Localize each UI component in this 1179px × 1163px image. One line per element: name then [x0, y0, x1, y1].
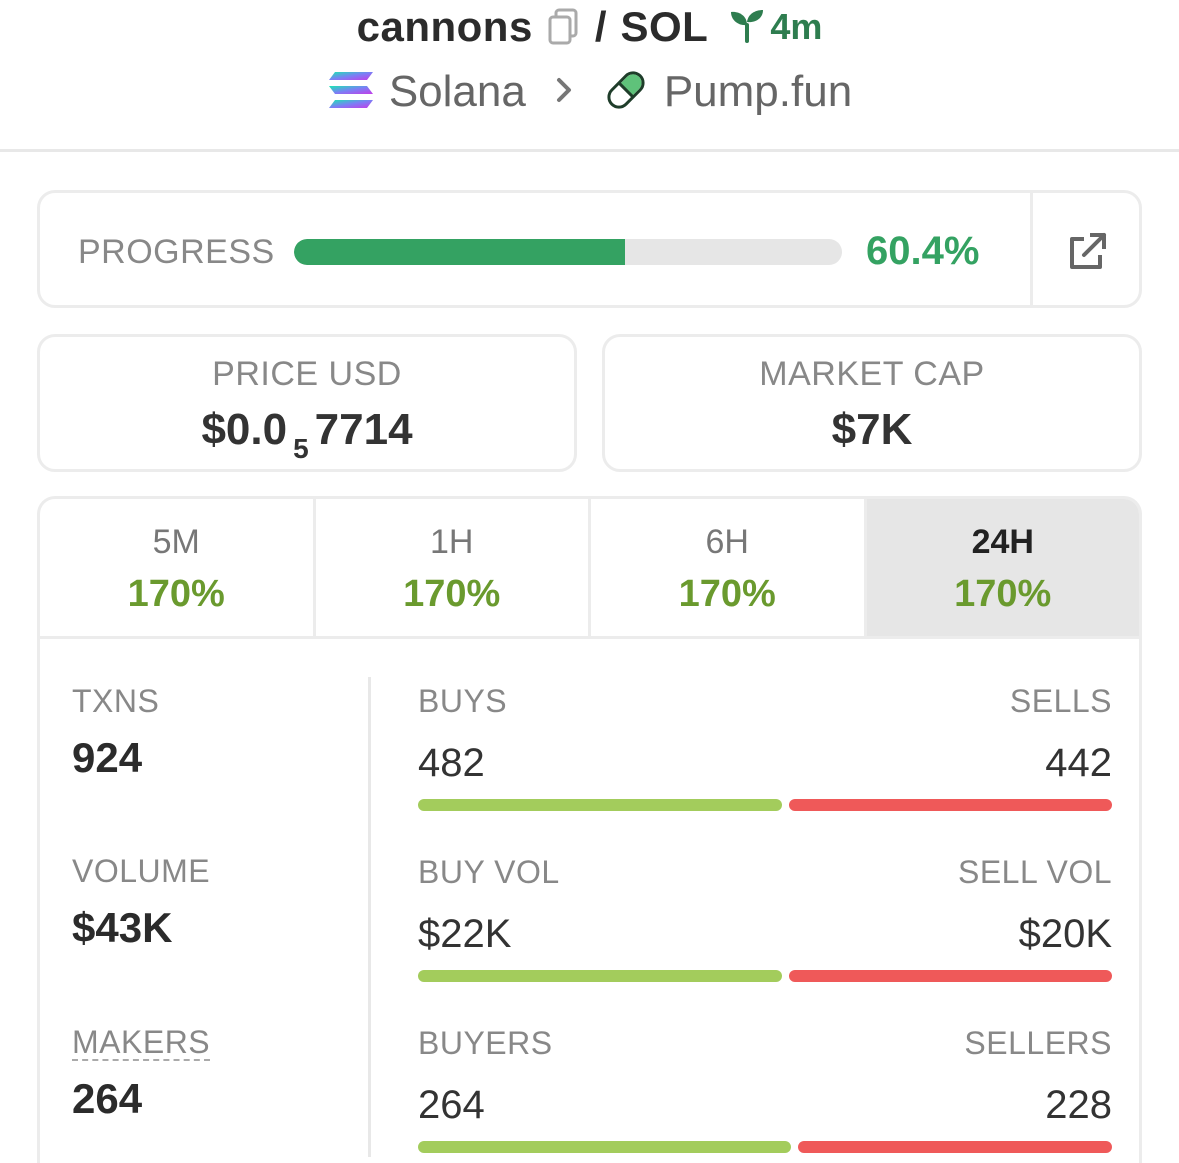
buy-vol-bar [418, 970, 783, 982]
tab-label: 5M [152, 523, 200, 561]
makers-label[interactable]: MAKERS [72, 1024, 211, 1061]
volume-split: BUY VOL SELL VOL $22K $20K [418, 854, 1112, 984]
external-link-icon[interactable] [1062, 227, 1112, 277]
price-prefix: $0.0 [201, 405, 288, 454]
tab-5m[interactable]: 5M 170% [40, 499, 316, 636]
progress-value: 60.4% [866, 229, 980, 273]
chain-breadcrumb: Solana Pump.fun [0, 64, 1179, 120]
buyers-value: 264 [418, 1083, 485, 1127]
buys-label: BUYS [418, 683, 508, 719]
tab-1h[interactable]: 1H 170% [316, 499, 591, 636]
solana-logo-icon [327, 70, 375, 115]
sells-label: SELLS [1009, 683, 1112, 719]
buyers-label: BUYERS [418, 1025, 553, 1061]
makers-value: 264 [72, 1075, 143, 1122]
tab-change: 170% [403, 573, 501, 615]
sells-value: 442 [1045, 741, 1112, 785]
sell-vol-value: $20K [1018, 912, 1112, 956]
tab-change: 170% [678, 573, 776, 615]
tab-24h[interactable]: 24H 170% [866, 499, 1139, 636]
volume-stat: VOLUME $43K [72, 853, 210, 952]
pill-icon [602, 66, 650, 119]
price-digits: 7714 [314, 405, 413, 454]
timeframe-stats-card: 5M 170% 1H 170% 6H 170% 24H 170% TXNS 92… [37, 496, 1142, 1163]
sell-vol-label: SELL VOL [957, 854, 1112, 890]
market-cap-value: $7K [831, 405, 913, 454]
price-usd-value: $0.0 5 7714 [40, 405, 574, 464]
txns-stat: TXNS 924 [72, 683, 159, 782]
buy-vol-value: $22K [418, 912, 512, 956]
progress-label: PROGRESS [78, 233, 275, 271]
tab-label: 24H [971, 523, 1034, 561]
buy-vol-label: BUY VOL [418, 854, 560, 890]
tab-label: 1H [430, 523, 474, 561]
pair-header: cannons / SOL 4m [0, 0, 1179, 152]
sell-vol-bar [789, 970, 1112, 982]
buys-sells-bar [418, 799, 1112, 811]
volume-label: VOLUME [72, 853, 211, 889]
sellers-label: SELLERS [964, 1025, 1112, 1061]
price-usd-card: PRICE USD $0.0 5 7714 [37, 334, 577, 472]
pair-title-row: cannons / SOL 4m [0, 2, 1179, 52]
bonding-progress-card: PROGRESS 60.4% [37, 190, 1142, 308]
progress-bar [294, 239, 842, 265]
pair-age-value: 4m [770, 6, 823, 47]
pair-separator: / [594, 3, 607, 50]
volume-bar [418, 970, 1112, 982]
buyers-sellers-bar [418, 1141, 1112, 1153]
tab-change: 170% [954, 573, 1052, 615]
copy-icon[interactable] [547, 7, 581, 47]
price-zero-count: 5 [293, 433, 309, 464]
dex-link[interactable]: Pump.fun [663, 67, 853, 116]
timeframe-tabs: 5M 170% 1H 170% 6H 170% 24H 170% [40, 499, 1139, 639]
buyers-sellers-split: BUYERS SELLERS 264 228 [418, 1025, 1112, 1155]
chain-link[interactable]: Solana [388, 67, 526, 116]
progress-bar-fill [294, 239, 625, 265]
txns-label: TXNS [72, 683, 160, 719]
price-usd-label: PRICE USD [212, 355, 402, 393]
sells-bar [789, 799, 1112, 811]
quote-symbol: SOL [620, 3, 709, 50]
volume-value: $43K [72, 904, 173, 951]
tab-6h[interactable]: 6H 170% [591, 499, 867, 636]
token-name: cannons [356, 3, 533, 50]
chevron-right-icon [554, 70, 574, 115]
buys-value: 482 [418, 741, 485, 785]
pair-age: 4m [728, 6, 822, 48]
buyers-bar [418, 1141, 791, 1153]
buys-bar [418, 799, 783, 811]
progress-divider [1030, 193, 1033, 305]
market-cap-label: MARKET CAP [759, 355, 985, 393]
sprout-icon [728, 7, 766, 48]
sellers-value: 228 [1045, 1083, 1112, 1127]
market-cap-card: MARKET CAP $7K [602, 334, 1142, 472]
buys-sells-split: BUYS SELLS 482 442 [418, 683, 1112, 813]
makers-stat[interactable]: MAKERS 264 [72, 1024, 211, 1123]
tab-label: 6H [705, 523, 749, 561]
tab-change: 170% [127, 573, 225, 615]
stats-divider [368, 677, 371, 1157]
txns-value: 924 [72, 734, 143, 781]
sellers-bar [797, 1141, 1112, 1153]
